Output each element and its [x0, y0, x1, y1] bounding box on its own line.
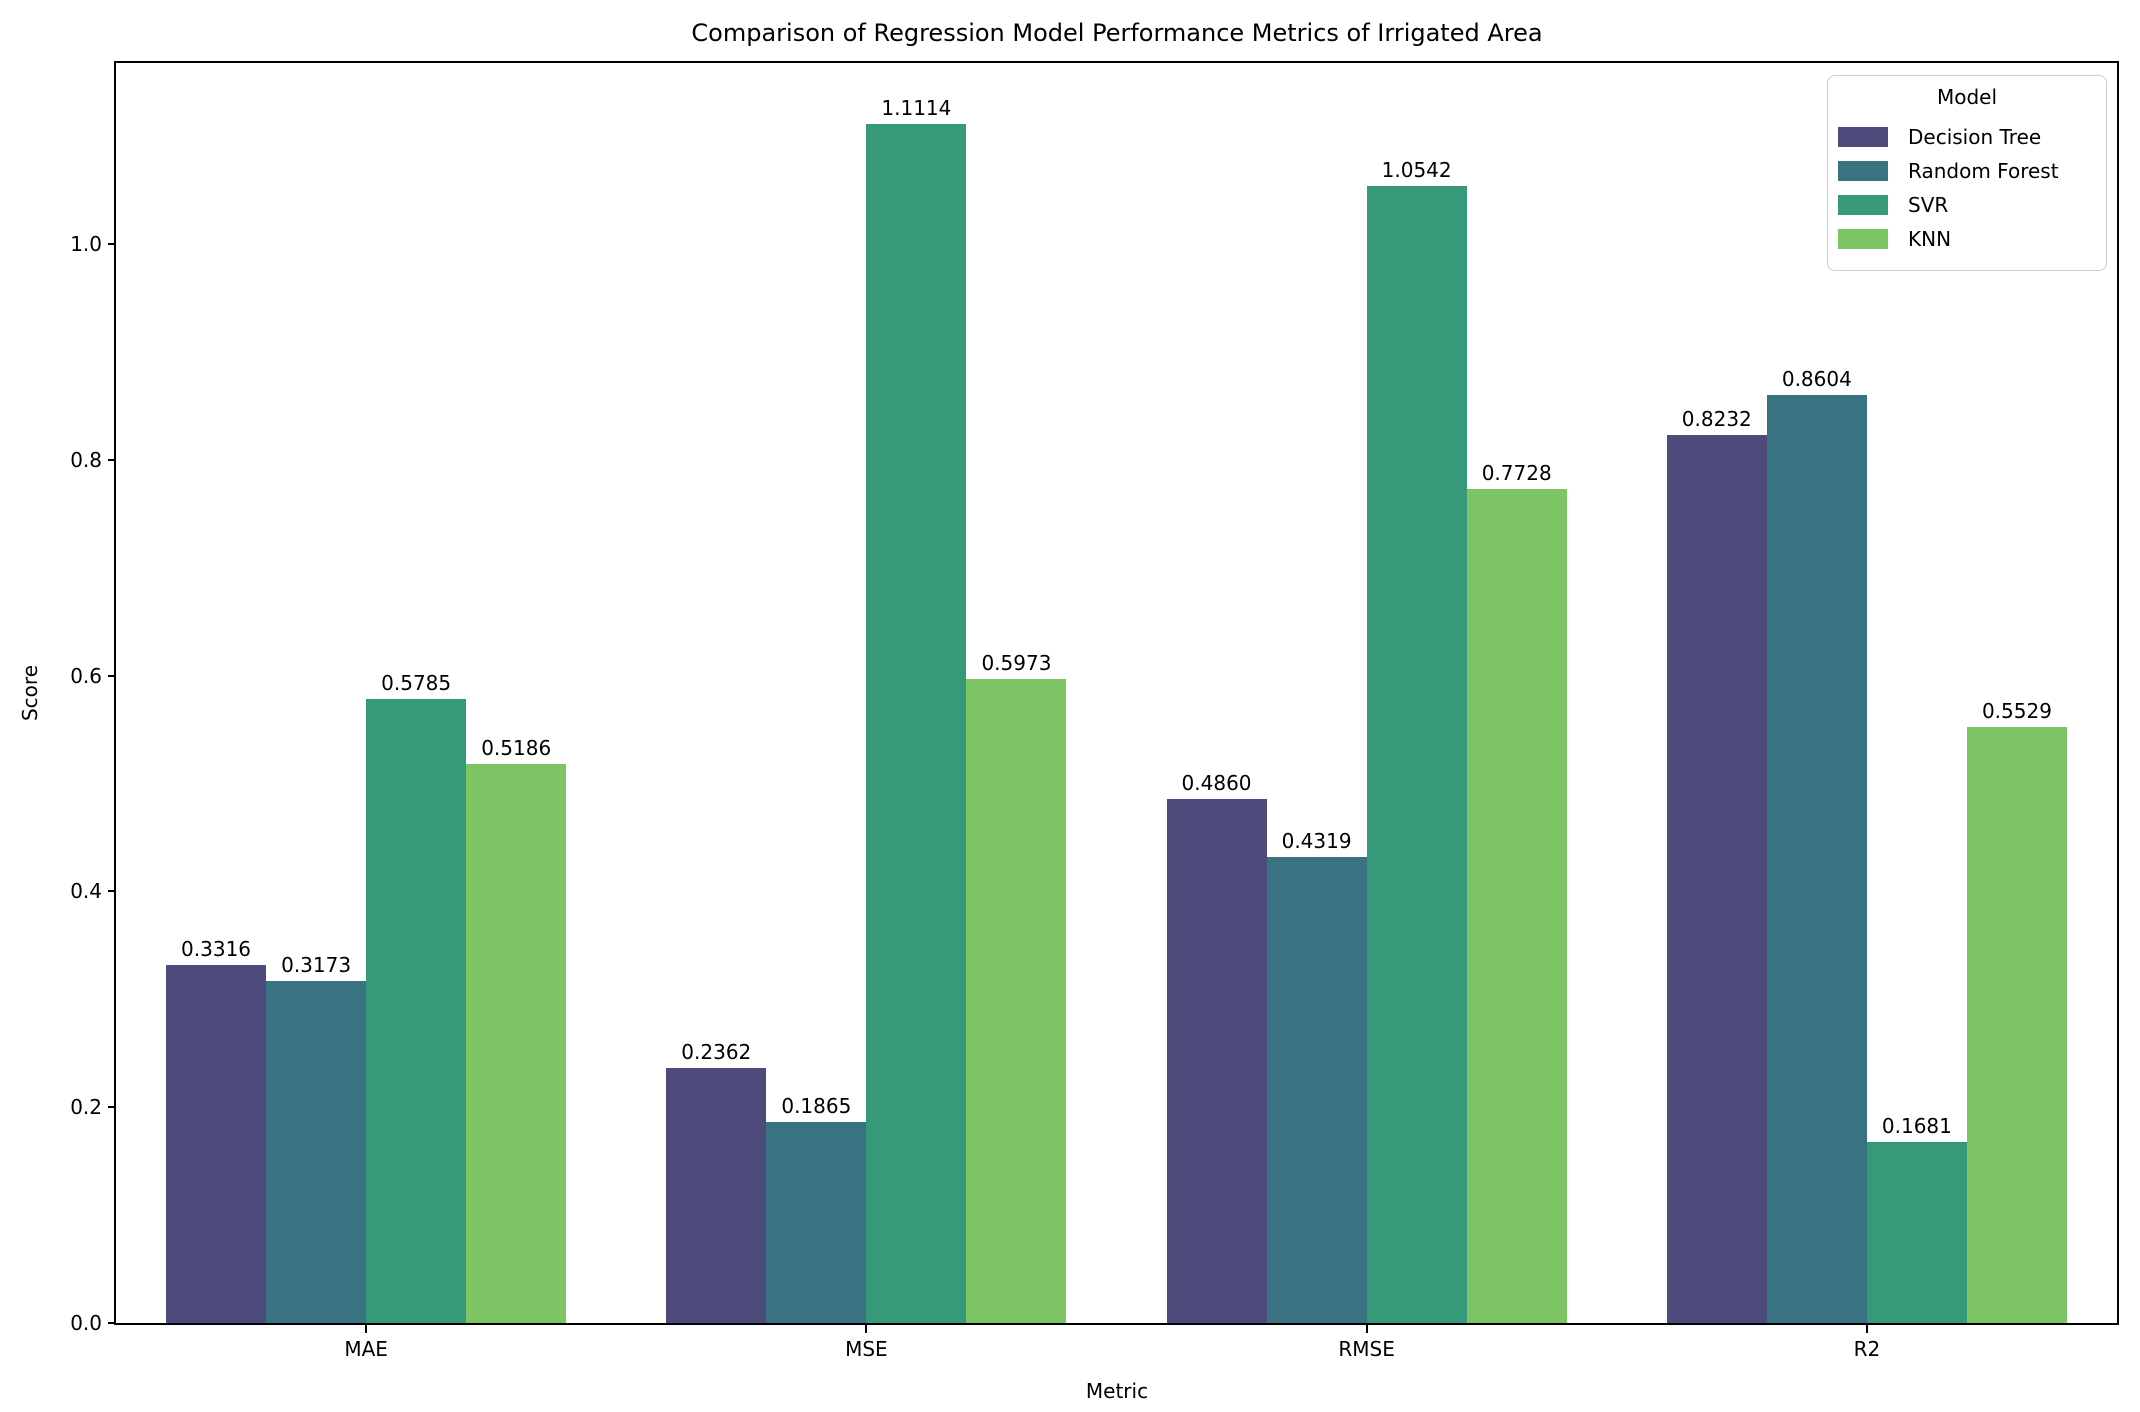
value-label-decision-tree-mae: 0.3316	[181, 937, 252, 962]
legend-label-knn: KNN	[1908, 227, 1952, 251]
x-tick-mark-r2	[1865, 1325, 1868, 1333]
value-label-decision-tree-r2: 0.8232	[1681, 406, 1752, 431]
value-label-knn-mae: 0.5186	[481, 735, 552, 760]
legend-swatch-knn	[1838, 229, 1888, 249]
legend-swatch-random-forest	[1838, 161, 1888, 181]
bar-svr-mse	[866, 124, 967, 1323]
y-tick-label-0.8: 0.8	[70, 447, 102, 472]
bar-decision-tree-mae	[166, 965, 267, 1323]
value-label-random-forest-r2: 0.8604	[1781, 366, 1852, 391]
bar-decision-tree-r2	[1666, 434, 1767, 1323]
legend-label-decision-tree: Decision Tree	[1908, 125, 2042, 149]
x-tick-label-rmse: RMSE	[1338, 1337, 1395, 1361]
bar-knn-rmse	[1466, 489, 1567, 1323]
y-tick-mark-0.4	[108, 890, 116, 893]
y-tick-label-0.2: 0.2	[70, 1095, 102, 1120]
bar-knn-r2	[1966, 726, 2067, 1323]
value-label-svr-rmse: 1.0542	[1381, 157, 1452, 182]
bar-knn-mse	[966, 678, 1067, 1323]
y-tick-label-0.0: 0.0	[70, 1311, 102, 1335]
value-label-knn-r2: 0.5529	[1981, 698, 2052, 723]
value-label-random-forest-rmse: 0.4319	[1281, 829, 1352, 854]
legend: Model Decision Tree Random Forest SVR KNN	[1827, 75, 2107, 271]
x-tick-mark-mae	[365, 1325, 368, 1333]
legend-item-random-forest: Random Forest	[1838, 154, 2106, 188]
value-label-knn-mse: 0.5973	[981, 650, 1052, 675]
x-tick-label-r2: R2	[1853, 1337, 1881, 1361]
bar-random-forest-mse	[766, 1121, 867, 1323]
bar-decision-tree-rmse	[1166, 798, 1267, 1323]
y-tick-label-1.0: 1.0	[70, 232, 102, 257]
legend-item-svr: SVR	[1838, 188, 2106, 222]
x-tick-label-mae: MAE	[344, 1337, 388, 1361]
legend-swatch-decision-tree	[1838, 127, 1888, 147]
legend-swatch-svr	[1838, 195, 1888, 215]
bar-decision-tree-mse	[666, 1068, 767, 1323]
value-label-knn-rmse: 0.7728	[1481, 461, 1552, 486]
legend-item-decision-tree: Decision Tree	[1838, 120, 2106, 154]
bar-random-forest-r2	[1766, 394, 1867, 1323]
y-tick-mark-0.2	[108, 1106, 116, 1109]
x-tick-label-mse: MSE	[845, 1337, 888, 1361]
x-tick-mark-rmse	[1365, 1325, 1368, 1333]
legend-items: Decision Tree Random Forest SVR KNN	[1828, 120, 2106, 256]
x-tick-mark-mse	[865, 1325, 868, 1333]
y-tick-mark-0.6	[108, 674, 116, 677]
legend-item-knn: KNN	[1838, 222, 2106, 256]
y-tick-mark-0.8	[108, 458, 116, 461]
legend-title: Model	[1936, 85, 1998, 109]
value-label-svr-r2: 0.1681	[1881, 1113, 1952, 1138]
y-tick-mark-0.0	[108, 1322, 116, 1324]
y-tick-label-0.6: 0.6	[70, 663, 102, 688]
value-label-decision-tree-rmse: 0.4860	[1181, 770, 1252, 795]
legend-label-random-forest: Random Forest	[1908, 159, 2059, 183]
value-label-random-forest-mse: 0.1865	[781, 1093, 852, 1118]
bar-svr-mae	[366, 698, 467, 1323]
bar-svr-rmse	[1366, 185, 1467, 1323]
legend-label-svr: SVR	[1908, 193, 1949, 217]
bar-random-forest-rmse	[1266, 857, 1367, 1323]
chart-title: Comparison of Regression Model Performan…	[691, 19, 1543, 47]
x-axis-label: Metric	[1085, 1379, 1149, 1403]
bar-random-forest-mae	[266, 980, 367, 1323]
value-label-svr-mse: 1.1114	[881, 96, 952, 121]
value-label-svr-mae: 0.5785	[381, 670, 452, 695]
value-label-random-forest-mae: 0.3173	[281, 952, 352, 977]
value-label-decision-tree-mse: 0.2362	[681, 1040, 752, 1065]
y-tick-mark-1.0	[108, 243, 116, 246]
y-axis-label: Score	[18, 664, 42, 722]
y-tick-label-0.4: 0.4	[70, 879, 102, 904]
bar-svr-r2	[1866, 1141, 1967, 1323]
bar-knn-mae	[466, 763, 567, 1323]
